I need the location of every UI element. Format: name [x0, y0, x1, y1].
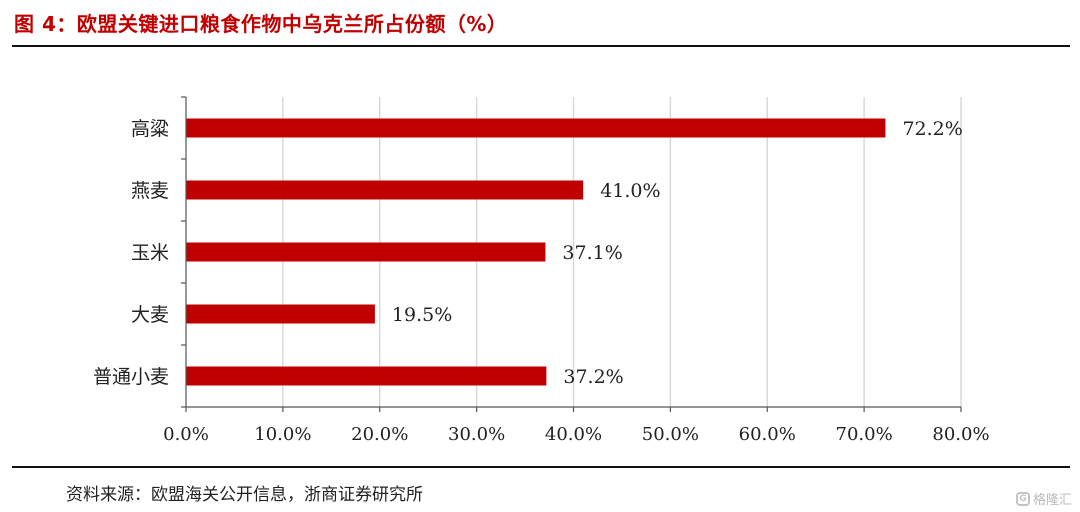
bar-1: [186, 180, 584, 200]
watermark-label: 格隆汇: [1032, 493, 1072, 508]
bar-0: [186, 118, 886, 138]
source-rule: [12, 466, 1070, 468]
x-tick-label: 40.0%: [545, 424, 602, 445]
bar-value-label: 41.0%: [600, 180, 660, 202]
x-tick-label: 10.0%: [254, 424, 311, 445]
bar-3: [186, 304, 375, 324]
title-rule: [12, 45, 1070, 47]
watermark-logo-icon: G: [1015, 491, 1030, 506]
x-tick-label: 80.0%: [932, 424, 989, 445]
watermark: G 格隆汇: [1015, 489, 1072, 508]
x-tick-label: 70.0%: [836, 424, 893, 445]
category-label: 玉米: [131, 242, 169, 264]
category-label: 燕麦: [131, 180, 169, 202]
x-tick-label: 0.0%: [163, 424, 209, 445]
x-tick-label: 60.0%: [739, 424, 796, 445]
bar-4: [186, 366, 547, 386]
bar-value-label: 72.2%: [902, 118, 962, 140]
bar-value-label: 37.1%: [562, 242, 622, 264]
x-tick-label: 30.0%: [448, 424, 505, 445]
category-label: 大麦: [131, 304, 169, 326]
x-tick-label: 20.0%: [351, 424, 408, 445]
bar-2: [186, 242, 546, 262]
category-label: 普通小麦: [93, 366, 169, 388]
figure-title: 图 4：欧盟关键进口粮食作物中乌克兰所占份额（%）: [14, 12, 508, 36]
bar-value-label: 37.2%: [563, 366, 623, 388]
x-tick-label: 50.0%: [642, 424, 699, 445]
category-label: 高粱: [131, 118, 169, 140]
bar-value-label: 19.5%: [392, 304, 452, 326]
source-note: 资料来源：欧盟海关公开信息，浙商证券研究所: [66, 485, 423, 505]
